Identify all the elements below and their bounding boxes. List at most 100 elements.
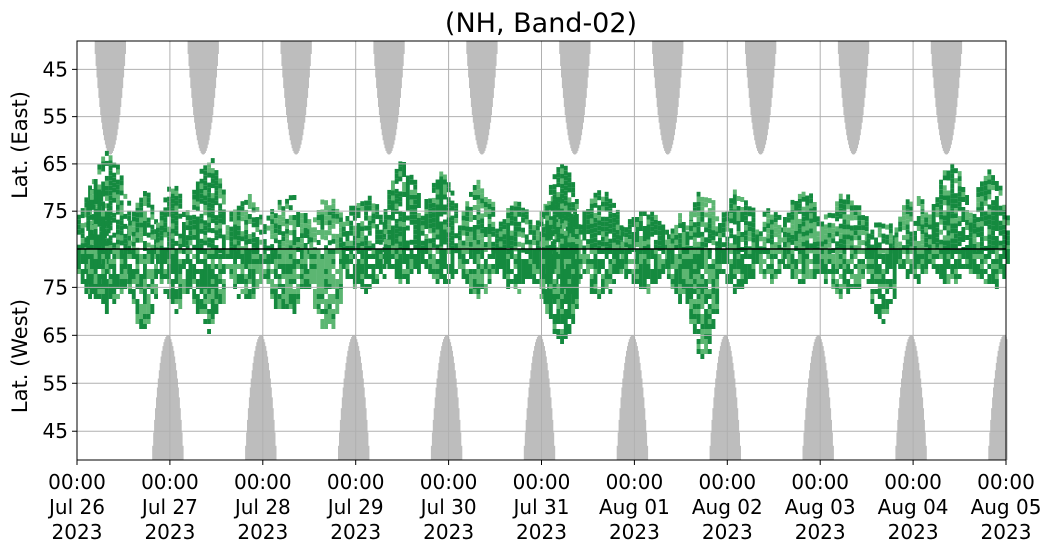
activity-cell xyxy=(273,218,278,224)
activity-cell xyxy=(620,241,625,247)
activity-cell xyxy=(375,239,380,245)
activity-cell xyxy=(870,289,875,294)
activity-cell xyxy=(86,235,91,241)
activity-cell xyxy=(387,249,392,254)
activity-cell xyxy=(402,269,406,274)
activity-cell xyxy=(892,284,897,289)
activity-cell xyxy=(199,213,204,219)
activity-cell xyxy=(207,314,211,319)
activity-cell xyxy=(740,197,745,202)
activity-cell xyxy=(364,225,368,231)
coverage-gap-strip xyxy=(179,408,181,460)
activity-cell xyxy=(273,228,278,234)
activity-cell xyxy=(324,259,328,264)
activity-cell xyxy=(182,242,186,247)
activity-cell xyxy=(116,204,120,210)
activity-cell xyxy=(853,205,858,211)
activity-cell xyxy=(335,279,340,284)
activity-cell xyxy=(417,223,421,228)
activity-cell xyxy=(150,209,155,215)
activity-cell xyxy=(744,269,748,274)
activity-cell xyxy=(715,254,720,259)
activity-cell xyxy=(700,319,705,324)
coverage-gap-strip xyxy=(481,41,483,155)
activity-cell xyxy=(300,264,304,269)
activity-cell xyxy=(277,239,282,245)
activity-cell xyxy=(335,309,340,314)
activity-cell xyxy=(700,249,705,254)
activity-cell xyxy=(563,230,568,236)
activity-cell xyxy=(885,284,890,289)
activity-cell xyxy=(696,206,701,212)
activity-cell xyxy=(119,279,124,284)
coverage-gap-strip xyxy=(1001,337,1003,460)
activity-cell xyxy=(405,175,410,181)
activity-cell xyxy=(207,197,211,203)
coverage-gap-strip xyxy=(285,41,287,107)
activity-cell xyxy=(469,249,473,254)
coverage-gap-strip xyxy=(204,41,206,153)
activity-cell xyxy=(170,289,175,294)
activity-cell xyxy=(704,329,708,334)
activity-cell xyxy=(185,284,190,289)
activity-cell xyxy=(732,254,737,259)
activity-cell xyxy=(182,249,186,254)
activity-cell xyxy=(972,269,977,274)
activity-cell xyxy=(696,216,701,222)
activity-cell xyxy=(277,254,282,259)
activity-cell xyxy=(188,235,193,241)
coverage-gap-strip xyxy=(177,387,179,460)
coverage-gap-strip xyxy=(832,445,834,460)
activity-cell xyxy=(259,239,263,245)
activity-cell xyxy=(650,226,655,232)
activity-cell xyxy=(247,259,252,264)
activity-cell xyxy=(560,233,564,239)
activity-cell xyxy=(721,254,726,259)
activity-cell xyxy=(646,244,651,250)
activity-cell xyxy=(352,245,357,251)
activity-cell xyxy=(203,279,208,284)
coverage-gap-strip xyxy=(349,342,351,460)
activity-cell xyxy=(939,229,943,235)
activity-cell xyxy=(809,243,813,249)
coverage-gap-strip xyxy=(452,356,454,460)
activity-cell xyxy=(387,264,392,269)
activity-cell xyxy=(696,304,701,309)
activity-cell xyxy=(483,242,488,247)
activity-cell xyxy=(954,238,958,244)
activity-cell xyxy=(476,289,481,294)
activity-cell xyxy=(108,205,113,211)
activity-cell xyxy=(593,249,598,254)
activity-cell xyxy=(751,249,756,254)
activity-cell xyxy=(521,227,525,233)
activity-cell xyxy=(718,228,722,233)
activity-cell xyxy=(491,211,496,217)
activity-cell xyxy=(101,241,106,247)
activity-cell xyxy=(413,259,418,264)
activity-cell xyxy=(402,227,406,232)
activity-cell xyxy=(689,225,694,231)
activity-cluster-22 xyxy=(783,191,821,284)
activity-cell xyxy=(495,243,499,249)
activity-cell xyxy=(378,269,383,274)
coverage-gap-strip xyxy=(630,335,633,460)
activity-cell xyxy=(116,284,120,289)
activity-cell xyxy=(692,264,697,269)
activity-cell xyxy=(846,199,851,205)
coverage-gap-strip xyxy=(363,387,365,460)
activity-cell xyxy=(104,269,109,274)
coverage-gap-strip xyxy=(665,41,667,153)
activity-cell xyxy=(480,249,485,254)
activity-cell xyxy=(965,200,969,205)
activity-cell xyxy=(324,289,328,294)
activity-cell xyxy=(277,229,282,235)
coverage-gap-strip xyxy=(653,41,655,67)
activity-cell xyxy=(104,230,109,236)
activity-cell xyxy=(696,289,701,294)
coverage-gap-strip xyxy=(194,41,196,123)
activity-cell xyxy=(762,236,767,242)
activity-cell xyxy=(954,259,958,264)
activity-cell xyxy=(597,264,602,269)
activity-cell xyxy=(853,245,858,251)
coverage-gap-strip xyxy=(469,41,471,89)
